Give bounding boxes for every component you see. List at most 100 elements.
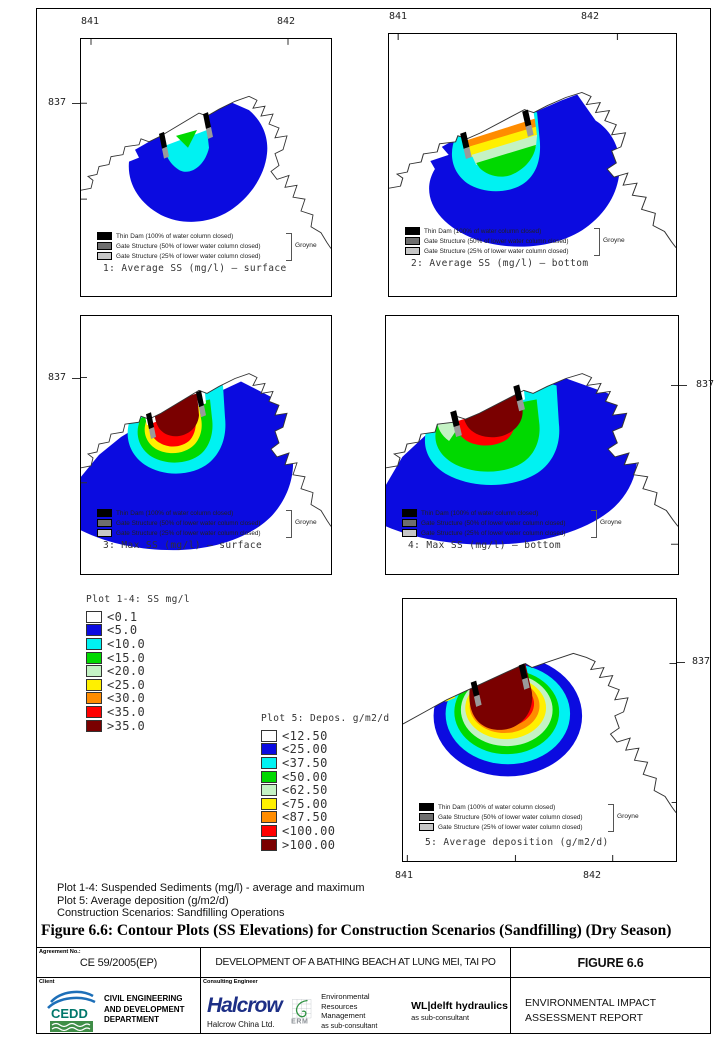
axis-tick-label: 837 (691, 656, 710, 667)
groyne-label: Groyne (295, 519, 317, 526)
legend-row: <15.0 (86, 651, 190, 665)
client-cell: Client CEDD CIVIL ENGINEERING AND DEVELO… (37, 978, 201, 1033)
legend-swatch (261, 756, 277, 769)
groyne-bracket (286, 510, 292, 538)
legend-row: <25.00 (261, 742, 390, 756)
axis-tick (72, 103, 80, 104)
legend-row: <87.50 (261, 810, 390, 825)
gate-25-label: Gate Structure (25% of lower water colum… (424, 247, 569, 255)
legend-swatch (86, 651, 102, 664)
gate-50-swatch (405, 237, 420, 245)
figure-title: Figure 6.6: Contour Plots (SS Elevations… (41, 922, 672, 939)
halcrow-logo: Halcrow Halcrow China Ltd. (207, 994, 283, 1029)
gate-50-label: Gate Structure (50% of lower water colum… (421, 519, 566, 527)
axis-tick-label: 842 (277, 16, 296, 27)
gate-25-swatch (405, 247, 420, 255)
legend-row: <30.0 (86, 691, 190, 705)
axis-tick-label: 841 (81, 16, 100, 27)
structure-legend-row: Thin Dam (100% of water column closed) (402, 508, 627, 518)
groyne-label: Groyne (600, 519, 622, 526)
thin-dam-swatch (97, 232, 112, 240)
thin-dam-swatch (97, 509, 112, 517)
thin-dam-label: Thin Dam (100% of water column closed) (424, 227, 542, 235)
figure-caption-block: Plot 1-4: Suspended Sediments (mg/l) - a… (57, 882, 365, 920)
legend-swatch (86, 719, 102, 732)
ss-color-legend: Plot 1-4: SS mg/l <0.1 <5.0 <10.0 <15.0 … (86, 594, 190, 733)
panel-caption: 2: Average SS (mg/l) – bottom (411, 258, 589, 269)
gate-25-swatch (402, 529, 417, 537)
structure-legend-row: Thin Dam (100% of water column closed) (405, 226, 630, 236)
legend-swatch (261, 770, 277, 783)
gate-50-swatch (402, 519, 417, 527)
groyne-label: Groyne (617, 813, 639, 820)
contour-panel-5: 841 842 837 Thin Dam (100% of water colu… (395, 598, 710, 881)
legend-bin-label: >35.0 (107, 718, 146, 733)
depos-legend-title: Plot 5: Depos. g/m2/d (261, 713, 390, 724)
thin-dam-label: Thin Dam (100% of water column closed) (421, 509, 539, 517)
groyne-label: Groyne (295, 242, 317, 249)
legend-swatch (86, 624, 102, 637)
contour-map-4 (386, 316, 678, 545)
gate-25-label: Gate Structure (25% of lower water colum… (421, 529, 566, 537)
groyne-structure-legend: Thin Dam (100% of water column closed) G… (402, 508, 627, 538)
gate-25-swatch (419, 823, 434, 831)
gate-50-label: Gate Structure (50% of lower water colum… (116, 242, 261, 250)
legend-row: <37.50 (261, 756, 390, 770)
cedd-logo: CEDD (47, 990, 96, 1032)
contour-panel-3: 837 Thin Dam (100% of water column close… (48, 315, 332, 575)
erm-logo: ERM (291, 999, 311, 1025)
groyne-structure-legend: Thin Dam (100% of water column closed) G… (97, 231, 322, 261)
gate-50-label: Gate Structure (50% of lower water colum… (438, 813, 583, 821)
structure-legend-row: Thin Dam (100% of water column closed) (419, 802, 644, 812)
groyne-bracket (286, 233, 292, 261)
thin-dam-swatch (405, 227, 420, 235)
legend-swatch (261, 811, 277, 824)
legend-swatch (261, 729, 277, 742)
structure-legend-row: Gate Structure (50% of lower water colum… (97, 241, 322, 251)
client-name: CIVIL ENGINEERING AND DEVELOPMENT DEPART… (104, 994, 185, 1025)
thin-dam-label: Thin Dam (100% of water column closed) (438, 803, 556, 811)
legend-row: <35.0 (86, 705, 190, 719)
legend-swatch (86, 665, 102, 678)
gate-25-swatch (97, 252, 112, 260)
contour-panel-1: 841 842 837 Thin Dam (100% of water colu… (48, 16, 332, 297)
axis-tick-label: 837 (48, 372, 67, 383)
legend-swatch (86, 637, 102, 650)
structure-legend-row: Gate Structure (25% of lower water colum… (97, 528, 322, 538)
legend-swatch (86, 692, 102, 705)
thin-dam-label: Thin Dam (100% of water column closed) (116, 232, 234, 240)
legend-row: >35.0 (86, 719, 190, 733)
panel-caption: 1: Average SS (mg/l) – surface (103, 263, 287, 274)
legend-swatch (86, 678, 102, 691)
legend-bin-label: <5.0 (107, 623, 138, 638)
legend-row: <20.0 (86, 664, 190, 678)
legend-row: <25.0 (86, 678, 190, 692)
agreement-cell: Agreement No.: CE 59/2005(EP) (37, 948, 201, 978)
cedd-wordmark: CEDD (51, 1006, 88, 1021)
legend-bin-label: <62.50 (282, 783, 328, 798)
structure-legend-row: Gate Structure (25% of lower water colum… (405, 246, 630, 256)
groyne-structure-legend: Thin Dam (100% of water column closed) G… (419, 802, 644, 832)
figure-ref: FIGURE 6.6 (577, 956, 644, 970)
legend-swatch (261, 838, 277, 851)
groyne-structure-legend: Thin Dam (100% of water column closed) G… (97, 508, 322, 538)
thin-dam-swatch (402, 509, 417, 517)
legend-bin-label: <0.1 (107, 609, 138, 624)
agreement-number: CE 59/2005(EP) (79, 957, 158, 969)
erm-wordmark: ERM (291, 1018, 308, 1025)
contour-map-2 (389, 34, 676, 248)
legend-bin-label: <15.0 (107, 650, 146, 665)
axis-tick-label: 842 (581, 11, 600, 22)
structure-legend-row: Thin Dam (100% of water column closed) (97, 508, 322, 518)
consulting-engineer-cell: Consulting Engineer Halcrow Halcrow Chin… (201, 978, 511, 1033)
legend-bin-label: <100.00 (282, 823, 336, 838)
legend-bin-label: <87.50 (282, 810, 328, 825)
legend-row: <75.00 (261, 797, 390, 811)
legend-bin-label: <10.0 (107, 636, 146, 651)
contour-panel-4: 837 Thin Dam (100% of water column close… (385, 315, 714, 575)
legend-row: <100.00 (261, 824, 390, 838)
axis-tick (72, 378, 80, 379)
panel-caption: 3: Max SS (mg/l) – surface (103, 540, 263, 551)
groyne-bracket (591, 510, 597, 538)
